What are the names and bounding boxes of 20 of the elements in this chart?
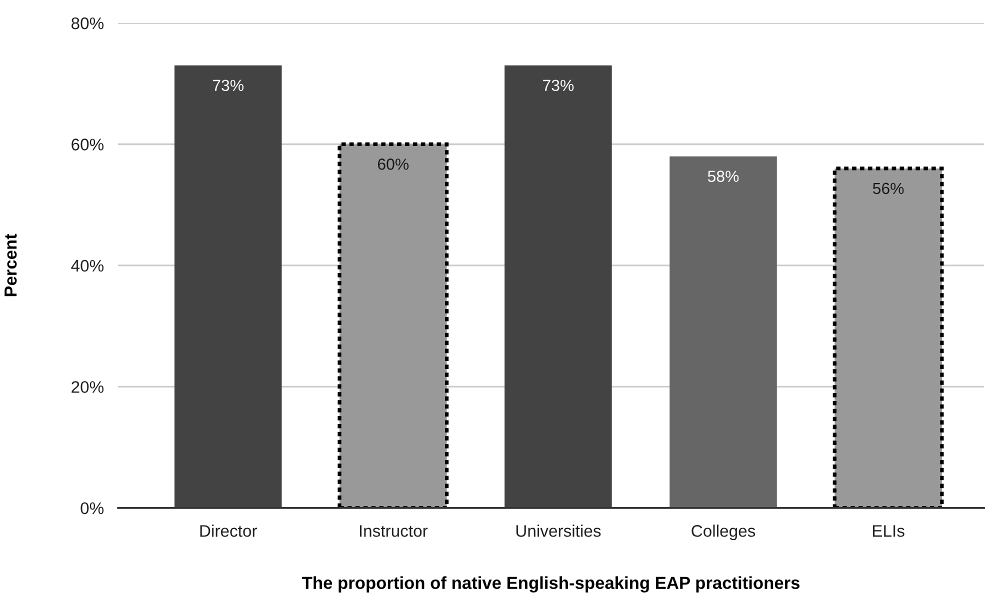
bar [670, 156, 777, 508]
y-tick-label: 40% [71, 260, 104, 272]
data-label: 73% [543, 80, 574, 92]
y-tick-label: 0% [80, 502, 104, 514]
x-tick-label: Universities [516, 524, 601, 537]
x-tick-label: ELIs [872, 525, 904, 537]
y-tick-label: 20% [72, 381, 104, 393]
x-tick-label: Director [200, 524, 258, 537]
bar [504, 65, 612, 508]
data-label: 56% [872, 182, 904, 194]
y-axis-title: Percent [4, 234, 17, 296]
y-tick-label: 80% [72, 17, 104, 30]
y-tick-label: 60% [72, 138, 104, 150]
bar [174, 65, 282, 508]
data-label: 73% [212, 80, 244, 92]
x-tick-label: Instructor [360, 525, 428, 537]
x-tick-label: Colleges [692, 524, 756, 540]
data-label: 60% [378, 158, 409, 170]
x-axis-title: The proportion of native English-speaking EAP practitioners [302, 576, 800, 593]
data-label: 58% [708, 170, 739, 182]
